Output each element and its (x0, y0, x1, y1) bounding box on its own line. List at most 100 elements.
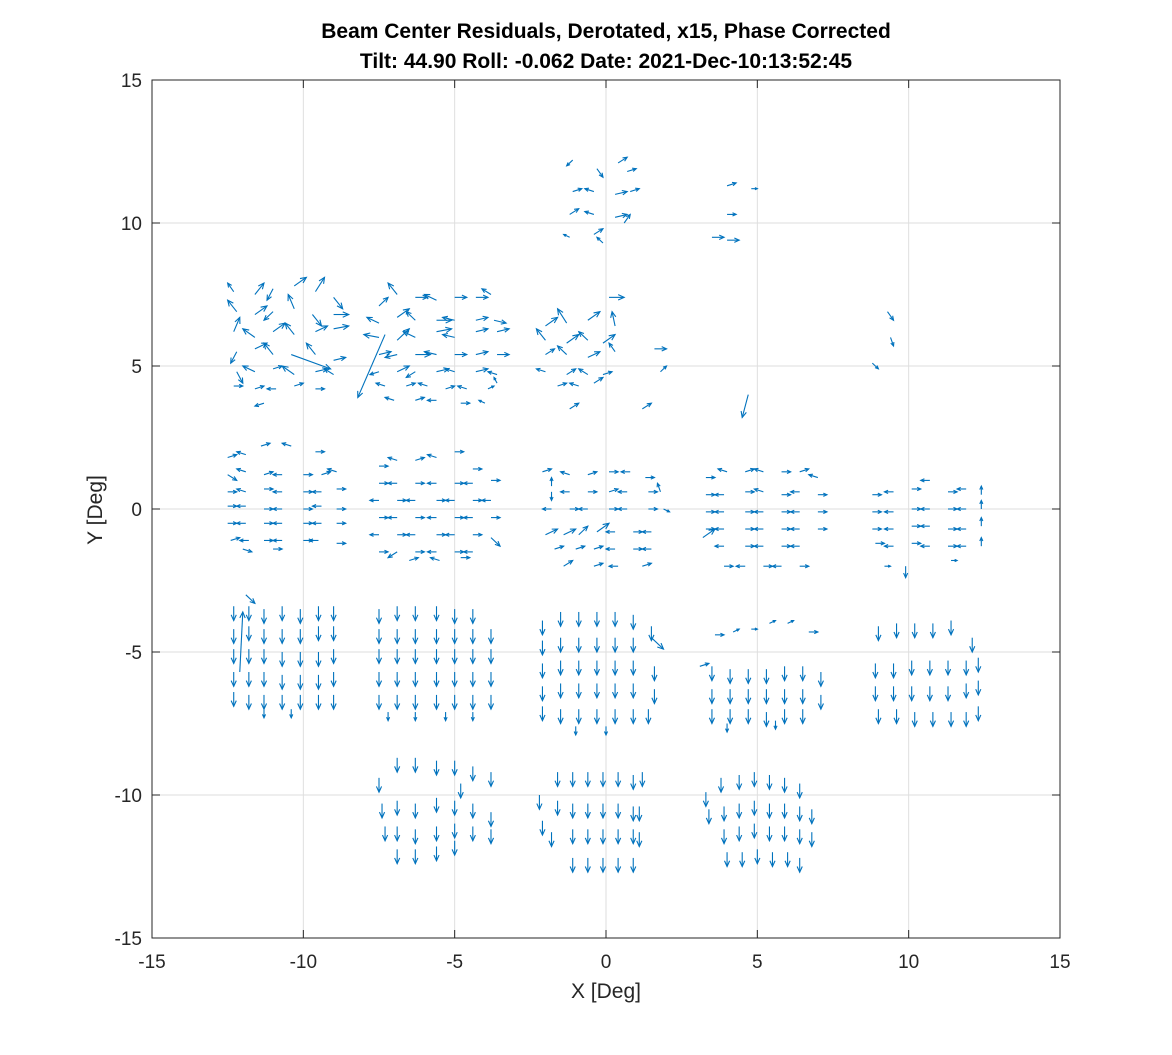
quiver-arrow (235, 504, 246, 509)
quiver-arrow (726, 181, 738, 187)
quiver-arrow (769, 852, 776, 868)
quiver-arrow (487, 672, 495, 688)
quiver-arrow (736, 774, 743, 791)
quiver-arrow (493, 319, 508, 325)
quiver-arrow (789, 509, 800, 514)
quiver-arrow (565, 159, 574, 167)
quiver-arrow (727, 237, 741, 243)
quiver-arrow (241, 365, 256, 373)
quiver-arrow (469, 694, 476, 711)
quiver-arrow (451, 649, 458, 665)
quiver-arrow (368, 532, 379, 537)
quiver-arrow (872, 663, 879, 680)
quiver-arrow (451, 823, 458, 840)
quiver-arrow (469, 766, 476, 783)
quiver-arrow (612, 660, 619, 677)
quiver-arrow (397, 532, 408, 537)
quiver-arrow (291, 354, 332, 370)
quiver-arrow (612, 637, 619, 654)
quiver-arrow (287, 293, 295, 310)
quiver-arrow (725, 723, 730, 734)
quiver-arrow (386, 481, 398, 486)
quiver-arrow (475, 315, 490, 322)
quiver-arrow (569, 803, 576, 820)
quiver-arrow (617, 156, 629, 164)
quiver-arrow (263, 342, 274, 355)
quiver-arrow (799, 689, 806, 705)
quiver-arrow (817, 672, 824, 688)
quiver-arrow (235, 450, 246, 456)
quiver-arrow (230, 649, 237, 665)
quiver-arrow (330, 626, 337, 642)
chart-subtitle: Tilt: 44.90 Roll: -0.062 Date: 2021-Dec-… (359, 50, 853, 73)
quiver-arrow (745, 489, 756, 494)
quiver-arrow (714, 632, 726, 637)
quiver-arrow (781, 666, 788, 682)
quiver-arrow (817, 694, 824, 711)
quiver-arrow (557, 382, 568, 387)
quiver-arrow (451, 672, 458, 688)
quiver-arrow (723, 852, 731, 868)
quiver-arrow (279, 674, 286, 691)
quiver-arrow (378, 296, 390, 307)
quiver-arrow (263, 470, 275, 476)
quiver-arrow (454, 515, 466, 520)
quiver-arrow (616, 506, 628, 512)
quiver-arrow (566, 368, 577, 376)
quiver-arrow (612, 683, 619, 700)
quiver-arrow (587, 489, 599, 494)
quiver-arrow (405, 371, 416, 379)
quiver-arrow (573, 726, 578, 737)
quiver-arrow (593, 611, 600, 628)
quiver-arrow (769, 619, 777, 624)
quiver-arrow (752, 509, 764, 514)
quiver-arrow (227, 504, 239, 509)
y-axis-label: Y [Deg] (84, 475, 107, 545)
quiver-arrow (303, 472, 314, 477)
quiver-arrow (368, 371, 380, 376)
quiver-arrow (796, 829, 803, 845)
quiver-arrow (493, 376, 498, 384)
quiver-arrow (336, 541, 348, 546)
quiver-arrow (630, 709, 637, 725)
quiver-arrow (535, 327, 546, 341)
quiver-arrow (884, 564, 892, 568)
quiver-arrow (717, 777, 725, 794)
quiver-arrow (734, 564, 746, 569)
quiver-arrow (480, 498, 491, 503)
quiver-arrow (593, 683, 600, 700)
quiver-arrow (311, 314, 323, 328)
quiver-arrow (475, 350, 490, 356)
quiver-arrow (781, 544, 792, 549)
quiver-arrow (454, 549, 466, 555)
quiver-arrow (557, 709, 564, 725)
quiver-arrow (615, 772, 622, 788)
quiver-arrow (539, 686, 546, 702)
quiver-arrow (378, 350, 393, 356)
quiver-arrow (490, 537, 502, 548)
quiver-arrow (745, 544, 756, 549)
quiver-arrow (426, 481, 437, 486)
quiver-arrow (279, 652, 286, 668)
quiver-arrow (263, 538, 275, 543)
quiver-arrow (469, 672, 476, 688)
quiver-arrow (568, 382, 579, 387)
quiver-arrow (727, 709, 734, 725)
quiver-arrow (454, 351, 469, 358)
quiver-arrow (817, 492, 829, 497)
quiver-arrow (630, 683, 637, 700)
quiver-arrow (713, 544, 725, 549)
quiver-arrow (241, 328, 256, 338)
quiver-arrow (487, 385, 496, 390)
quiver-arrow (751, 187, 759, 191)
quiver-arrow (330, 672, 337, 688)
quiver-arrow (660, 365, 668, 373)
quiver-arrow (245, 694, 252, 711)
quiver-arrow (789, 489, 800, 494)
quiver-arrow (545, 348, 556, 356)
quiver-arrow (593, 562, 605, 567)
quiver-arrow (584, 803, 591, 820)
quiver-arrow (705, 509, 717, 514)
quiver-arrow (955, 526, 967, 532)
